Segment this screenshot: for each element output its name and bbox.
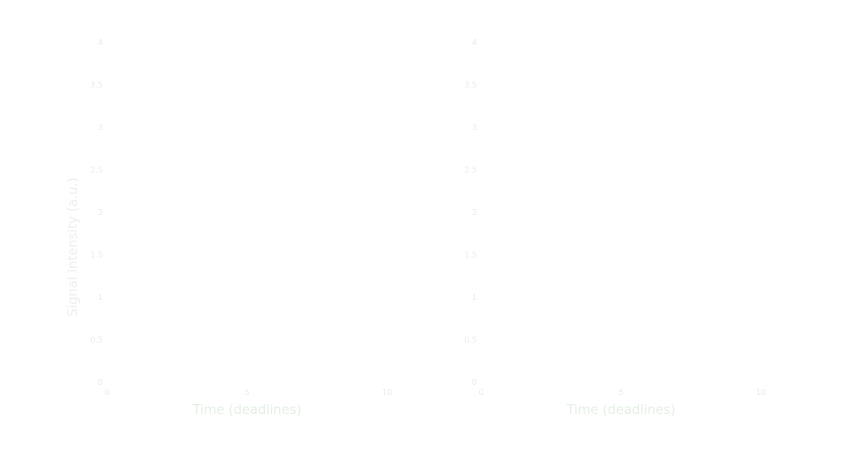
y-tick-label: 3 — [472, 123, 477, 132]
x-axis-label: Time (deadlines) — [192, 403, 302, 418]
y-tick-label: 3 — [98, 123, 103, 132]
x-tick-label: 0 — [104, 388, 109, 397]
right-chart-panel: 0 0.5 1 1.5 2 2.5 3 3.5 4 0 5 10 Time (deadlines) — [464, 38, 766, 418]
y-tick-label: 1 — [472, 293, 477, 302]
y-tick-label: 2 — [472, 208, 477, 217]
y-tick-label: 4 — [472, 38, 477, 47]
left-chart-panel: 0 0.5 1 1.5 2 2.5 3 3.5 4 0 5 10 Time (deadlines) Sig… — [66, 38, 392, 418]
y-tick-label: 1 — [98, 293, 103, 302]
y-tick-label: 2 — [98, 208, 103, 217]
x-tick-label: 5 — [244, 388, 249, 397]
y-tick-label: 1.5 — [464, 251, 477, 260]
x-tick-label: 10 — [756, 388, 766, 397]
x-tick-label: 10 — [382, 388, 392, 397]
y-tick-label: 0.5 — [90, 336, 103, 345]
y-tick-label: 2.5 — [464, 166, 477, 175]
x-tick-label: 0 — [478, 388, 483, 397]
y-tick-label: 4 — [98, 38, 103, 47]
y-tick-label: 0 — [472, 378, 477, 387]
y-tick-label: 2.5 — [90, 166, 103, 175]
x-axis-label: Time (deadlines) — [566, 403, 676, 418]
y-tick-label: 0.5 — [464, 336, 477, 345]
x-tick-label: 5 — [618, 388, 623, 397]
y-tick-label: 1.5 — [90, 251, 103, 260]
y-tick-label: 3.5 — [464, 81, 477, 90]
y-tick-label: 0 — [98, 378, 103, 387]
y-axis-label: Signal intensity (a.u.) — [66, 177, 81, 316]
y-tick-label: 3.5 — [90, 81, 103, 90]
